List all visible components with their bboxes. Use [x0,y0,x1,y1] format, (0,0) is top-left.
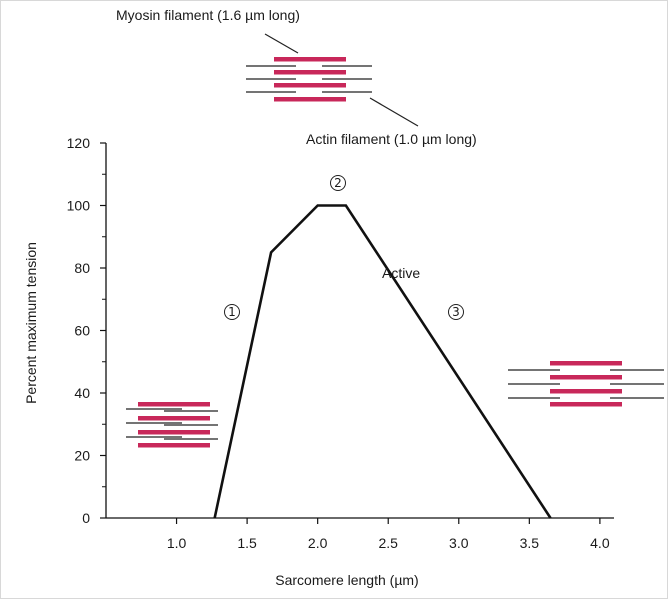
marker-3-text: 3 [452,305,460,319]
y-tick-label: 80 [74,260,90,276]
x-tick-label: 3.5 [520,535,540,551]
x-tick-label: 3.0 [449,535,469,551]
myosin-leader-line [264,33,299,54]
y-tick-label: 100 [67,198,91,214]
series-line-active [213,204,552,519]
series-layer [213,204,552,519]
marker-2: 2 [330,175,346,191]
actin-leader-line [369,97,419,127]
myosin-bar [550,402,622,407]
y-tick-label: 20 [74,448,90,464]
active-label: Active [382,265,420,281]
y-ticks: 0 20 40 60 80 100 120 [67,135,106,526]
marker-1: 1 [224,304,240,320]
x-ticks: 1.0 1.5 2.0 2.5 3.0 3.5 4.0 [167,518,610,551]
myosin-bar [274,70,346,75]
marker-1-text: 1 [228,305,236,319]
right-sarcomere-diagram [508,361,664,407]
myosin-bar [550,361,622,366]
top-sarcomere-diagram: Myosin filament (1.6 µm long) Actin fila… [116,7,477,147]
x-tick-label: 4.0 [590,535,610,551]
myosin-bar [138,430,210,435]
myosin-bar [274,83,346,88]
myosin-bar [138,402,210,407]
x-tick-label: 1.5 [237,535,257,551]
x-tick-label: 2.0 [308,535,328,551]
myosin-bar [138,443,210,448]
marker-2-text: 2 [334,176,342,190]
myosin-bar [550,389,622,394]
y-tick-label: 60 [74,323,90,339]
y-tick-label: 40 [74,385,90,401]
myosin-bar [550,375,622,380]
myosin-bar [274,57,346,62]
actin-label: Actin filament (1.0 µm long) [306,131,477,147]
x-axis-label: Sarcomere length (µm) [275,572,418,588]
x-tick-label: 1.0 [167,535,187,551]
myosin-bar [138,416,210,421]
y-axis-label: Percent maximum tension [23,242,39,404]
myosin-bar [274,97,346,102]
left-sarcomere-diagram [126,402,218,448]
marker-3: 3 [448,304,464,320]
y-tick-label: 0 [82,510,90,526]
y-tick-label: 120 [67,135,91,151]
myosin-label: Myosin filament (1.6 µm long) [116,7,300,23]
x-tick-label: 2.5 [378,535,398,551]
